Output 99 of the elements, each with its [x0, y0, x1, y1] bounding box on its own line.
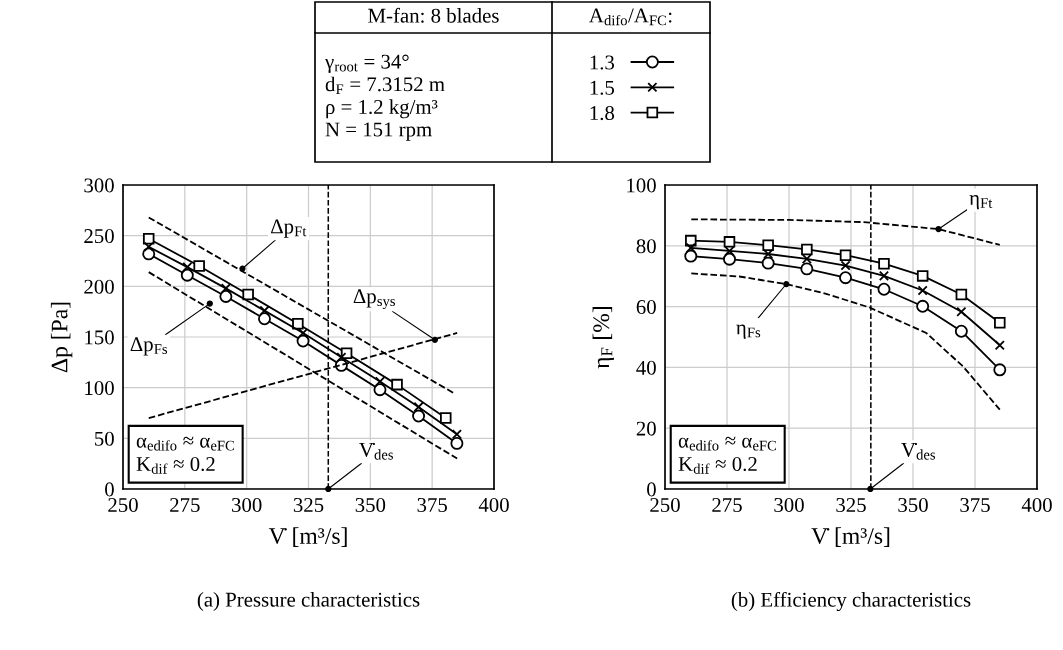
y-tick-label: 50	[95, 431, 114, 446]
point	[761, 256, 775, 270]
point	[143, 241, 154, 252]
annotation: V̇$_{des}$	[359, 442, 393, 460]
y-axis-title: η$_{F}$ [%]	[592, 307, 614, 369]
point	[723, 252, 736, 266]
point	[336, 352, 347, 363]
x-tick-label: 250	[108, 497, 138, 512]
point	[391, 378, 403, 391]
x-tick-label: 300	[232, 497, 262, 512]
y-tick-label: 100	[627, 178, 656, 193]
x-tick-label: 400	[478, 497, 509, 512]
point	[917, 285, 928, 296]
y-tick-label: 60	[636, 299, 656, 315]
point	[451, 429, 462, 440]
point	[954, 324, 968, 338]
legend-label: 1.3	[590, 55, 615, 70]
text: (b) Efficiency characteristics	[731, 591, 971, 612]
y-tick-label: 0	[105, 482, 114, 497]
point	[220, 283, 231, 294]
point	[993, 363, 1007, 377]
legend-label: 1.5	[590, 80, 615, 95]
annotation: V̇$_{des}$	[901, 442, 936, 460]
point	[258, 312, 271, 326]
annotation: η$_{Ft}$	[969, 195, 993, 210]
point	[219, 290, 233, 303]
point	[839, 249, 852, 261]
x-tick-label: 275	[712, 497, 742, 512]
legend-title: A$_{difo}$/A$_{FC}$:	[589, 8, 672, 26]
text: N = 151 rpm	[325, 122, 432, 141]
point	[878, 257, 890, 270]
point	[450, 436, 464, 450]
text: (a) Pressure characteristics	[197, 592, 420, 611]
y-tick-label: 40	[636, 360, 656, 375]
x-tick-label: 300	[774, 497, 804, 512]
point	[723, 236, 736, 248]
point	[877, 282, 891, 296]
text: d$_{F}$ = 7.3152 m	[325, 76, 445, 94]
y-tick-label: 20	[636, 421, 656, 436]
point	[193, 260, 205, 272]
point	[916, 299, 930, 313]
x-tick-label: 275	[170, 497, 200, 512]
x-tick-label: 375	[960, 497, 990, 512]
point	[684, 249, 698, 263]
y-tick-label: 150	[85, 330, 114, 345]
text: M-fan: 8 blades	[368, 7, 499, 23]
point	[340, 347, 353, 359]
x-tick-label: 325	[836, 497, 866, 512]
x-tick-label: 350	[355, 497, 386, 512]
y-tick-label: 80	[636, 239, 656, 254]
point	[374, 376, 386, 387]
y-tick-label: 250	[84, 229, 114, 244]
annotation: Δp$_{Ft}$	[271, 219, 307, 238]
point	[916, 270, 929, 282]
point	[412, 409, 426, 423]
point	[182, 262, 193, 273]
y-tick-label: 200	[84, 279, 114, 294]
point	[180, 268, 194, 282]
line-series	[690, 218, 1001, 246]
x-tick-label: 350	[898, 497, 928, 512]
point	[292, 318, 304, 330]
point	[259, 305, 270, 316]
y-tick-label: 0	[647, 482, 656, 497]
x-tick-label: 325	[293, 497, 324, 512]
text: α$_{edifo}$ ≈ α$_{eFC}$ K$_{dif}$ ≈ 0.2	[678, 436, 776, 474]
annotation: Δp$_{Fs}$	[130, 337, 168, 356]
point	[763, 248, 774, 260]
annotation: Δp$_{sys}$	[353, 289, 395, 310]
point	[762, 239, 774, 251]
x-tick-label: 375	[417, 497, 447, 512]
point	[878, 270, 890, 281]
x-tick-label: 250	[650, 497, 680, 512]
point	[935, 225, 942, 233]
point	[242, 288, 254, 301]
point	[840, 260, 851, 271]
point	[297, 327, 309, 339]
point	[801, 243, 813, 256]
annotation: η$_{Fs}$	[736, 324, 761, 339]
x-axis-title: V̇ [m³/s]	[268, 527, 347, 547]
point	[413, 401, 424, 412]
point	[955, 288, 968, 301]
point	[440, 412, 452, 424]
text: α$_{edifo}$ ≈ α$_{eFC}$ K$_{dif}$ ≈ 0.2	[136, 436, 234, 474]
point	[373, 383, 387, 397]
x-axis-title: V̇ [m³/s]	[811, 527, 890, 547]
point	[839, 271, 853, 285]
point	[800, 262, 814, 276]
point	[685, 242, 696, 253]
text: γ$_{root}$ = 34°	[324, 54, 409, 73]
y-tick-label: 100	[85, 381, 114, 396]
point	[783, 280, 790, 288]
x-tick-label: 400	[1021, 497, 1052, 512]
y-axis-title: Δp [Pa]	[50, 302, 73, 373]
y-tick-label: 300	[84, 178, 114, 193]
legend-label: 1.8	[590, 105, 615, 121]
text: ρ = 1.2 kg/m³	[326, 99, 438, 119]
point	[956, 306, 967, 317]
point	[994, 340, 1005, 351]
point	[994, 316, 1006, 329]
